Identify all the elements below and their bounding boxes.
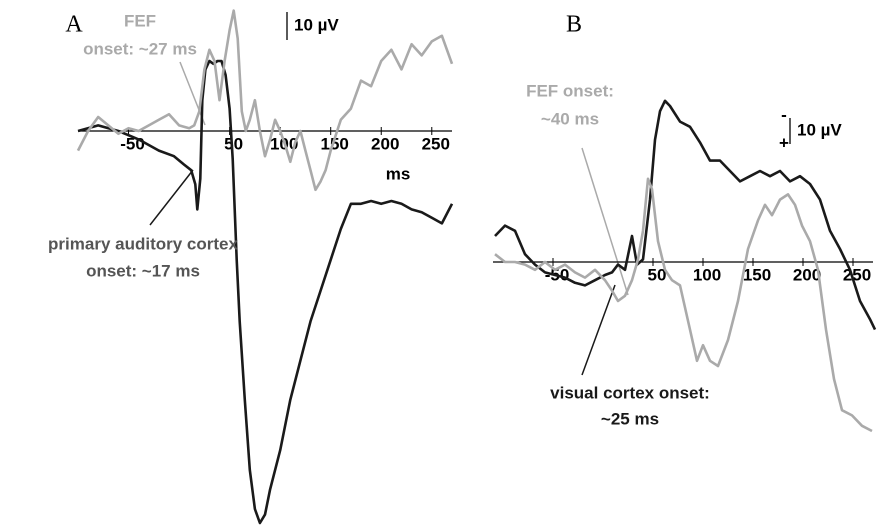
x-tick-label: 150 [321, 134, 349, 153]
annotation: FEF [124, 11, 156, 30]
x-tick-label: 100 [693, 265, 721, 284]
x-axis-label: ms [386, 164, 411, 183]
waveform [494, 177, 873, 433]
annotation: ~40 ms [541, 109, 599, 128]
waveform [77, 59, 454, 525]
annotation: onset: ~27 ms [83, 39, 197, 58]
waveform [76, 9, 454, 192]
arrow [581, 147, 629, 296]
annotation: onset: ~17 ms [86, 261, 200, 280]
scale-bar-label: 10 µV [294, 15, 339, 34]
x-tick-label: 250 [422, 134, 450, 153]
x-tick-label: 200 [793, 265, 821, 284]
panel-label: A [65, 12, 83, 38]
arrow [149, 169, 194, 226]
x-tick-label: 50 [648, 265, 667, 284]
annotation: primary auditory cortex [48, 234, 238, 253]
waveform [494, 99, 877, 331]
annotation: ~25 ms [601, 409, 659, 428]
arrow [581, 284, 616, 376]
annotation: FEF onset: [526, 81, 614, 100]
x-tick-label: 200 [371, 134, 399, 153]
scale-sign: - [781, 105, 787, 124]
scale-sign: + [779, 133, 789, 152]
x-tick-label: 250 [843, 265, 871, 284]
x-tick-label: 150 [743, 265, 771, 284]
panel-label: B [566, 12, 582, 38]
scale-bar-label: 10 µV [797, 120, 842, 139]
annotation: visual cortex onset: [550, 383, 710, 402]
x-tick-label: 50 [224, 134, 243, 153]
